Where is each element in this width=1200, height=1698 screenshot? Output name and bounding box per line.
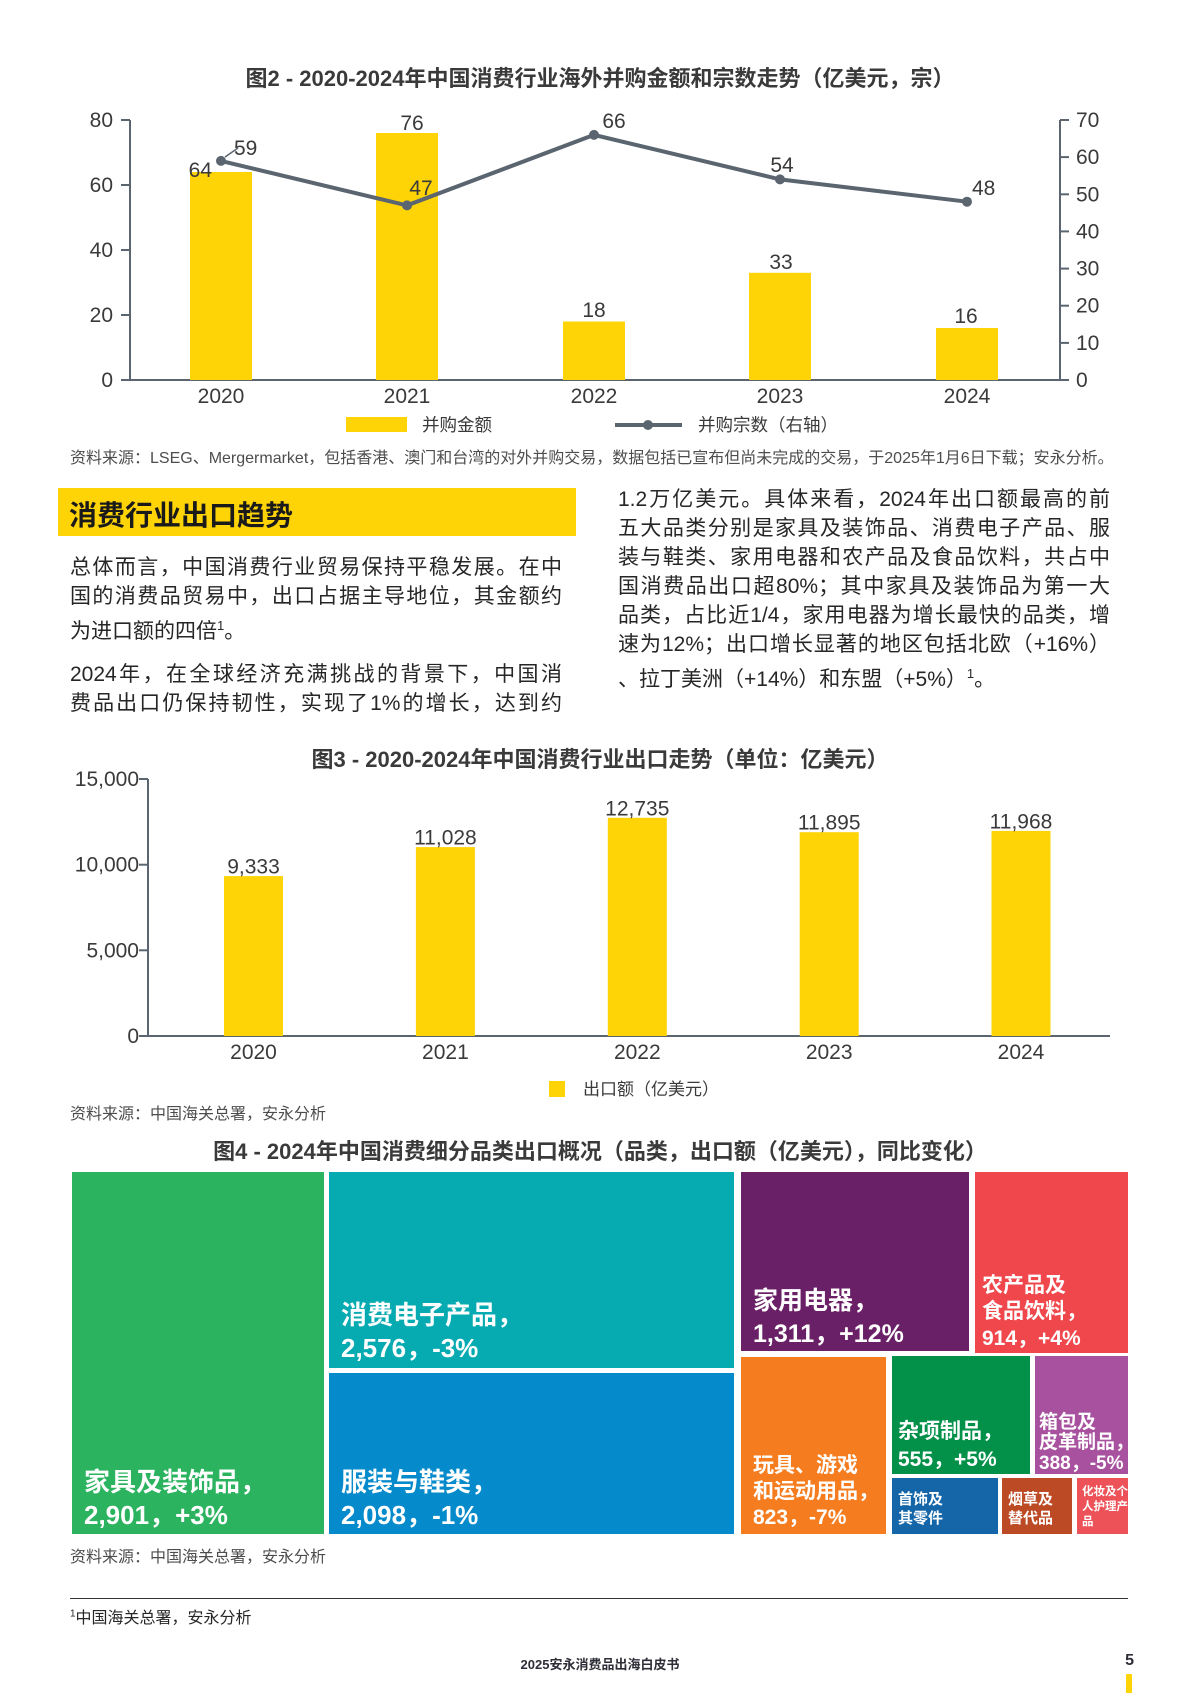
- svg-text:33: 33: [769, 251, 792, 274]
- svg-text:30: 30: [1076, 258, 1099, 281]
- svg-text:0: 0: [1076, 369, 1088, 392]
- svg-text:76: 76: [400, 112, 423, 135]
- svg-text:60: 60: [1076, 146, 1099, 169]
- svg-text:64: 64: [189, 159, 213, 182]
- svg-text:40: 40: [90, 239, 113, 262]
- svg-text:出口额（亿美元）: 出口额（亿美元）: [583, 1080, 719, 1099]
- svg-text:2022: 2022: [614, 1041, 661, 1064]
- svg-text:2021: 2021: [422, 1041, 469, 1064]
- svg-text:48: 48: [972, 177, 995, 200]
- svg-text:18: 18: [582, 299, 605, 322]
- svg-text:66: 66: [602, 110, 625, 133]
- svg-text:60: 60: [90, 174, 113, 197]
- svg-text:5,000: 5,000: [86, 939, 139, 962]
- svg-text:11,895: 11,895: [798, 812, 861, 835]
- svg-text:12,735: 12,735: [605, 797, 669, 820]
- svg-text:50: 50: [1076, 183, 1099, 206]
- svg-text:47: 47: [409, 177, 432, 200]
- svg-text:2023: 2023: [806, 1041, 853, 1064]
- svg-text:9,333: 9,333: [227, 856, 280, 879]
- svg-text:54: 54: [770, 154, 794, 177]
- svg-text:59: 59: [234, 137, 257, 160]
- svg-text:11,028: 11,028: [414, 827, 477, 850]
- svg-text:20: 20: [1076, 295, 1099, 318]
- svg-text:20: 20: [90, 304, 113, 327]
- svg-text:并购宗数（右轴）: 并购宗数（右轴）: [698, 415, 838, 435]
- svg-text:16: 16: [954, 305, 977, 328]
- svg-text:0: 0: [101, 369, 113, 392]
- svg-text:2020: 2020: [198, 385, 245, 408]
- svg-text:10: 10: [1076, 332, 1099, 355]
- svg-text:2021: 2021: [384, 385, 431, 408]
- svg-text:2023: 2023: [757, 385, 804, 408]
- svg-text:并购金额: 并购金额: [422, 415, 492, 435]
- svg-text:80: 80: [90, 109, 113, 132]
- svg-text:11,968: 11,968: [990, 810, 1053, 833]
- svg-text:10,000: 10,000: [75, 854, 139, 877]
- svg-text:2022: 2022: [571, 385, 618, 408]
- svg-text:2020: 2020: [230, 1041, 277, 1064]
- svg-text:70: 70: [1076, 109, 1099, 132]
- svg-text:15,000: 15,000: [75, 768, 139, 791]
- svg-text:0: 0: [127, 1025, 139, 1048]
- svg-text:2024: 2024: [944, 385, 991, 408]
- svg-text:40: 40: [1076, 220, 1099, 243]
- svg-text:2024: 2024: [998, 1041, 1045, 1064]
